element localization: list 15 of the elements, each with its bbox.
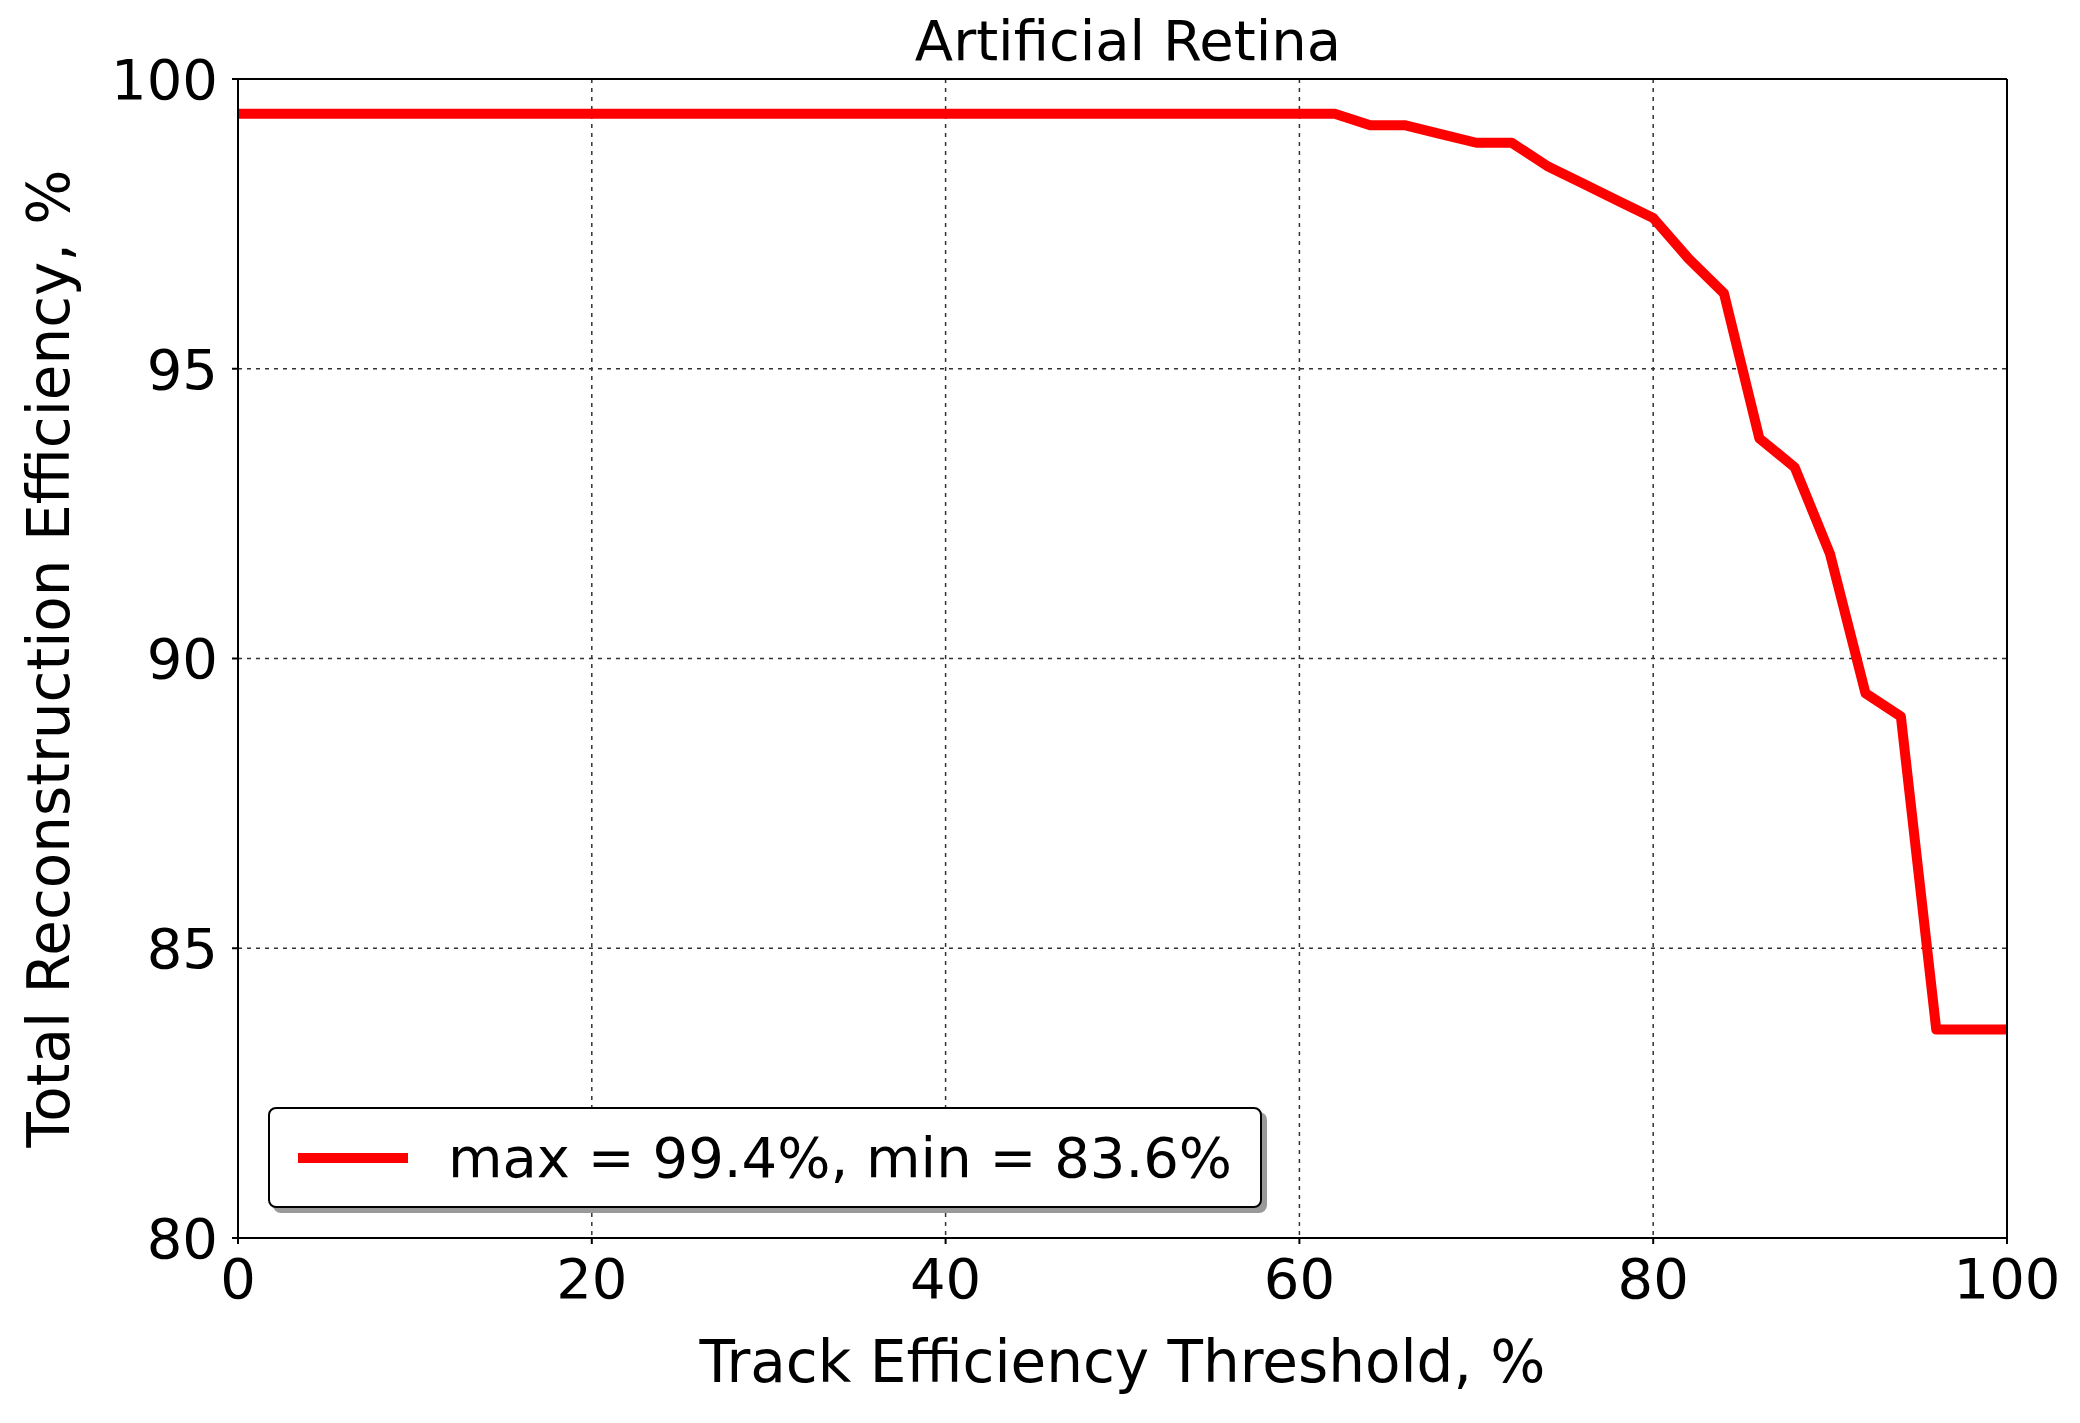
x-tick-label: 40 — [909, 1245, 982, 1311]
y-tick-label: 80 — [146, 1205, 218, 1271]
legend-label: max = 99.4%, min = 83.6% — [448, 1125, 1233, 1190]
y-tick-label: 90 — [146, 626, 218, 692]
x-axis-title: Track Efficiency Threshold, % — [698, 1328, 1546, 1396]
x-tick-label: 100 — [1953, 1245, 2061, 1311]
x-tick-label: 80 — [1617, 1245, 1689, 1311]
y-tick-label: 85 — [146, 916, 218, 982]
y-tick-label: 95 — [146, 336, 218, 402]
x-tick-label: 0 — [220, 1245, 256, 1311]
x-tick-label: 20 — [556, 1245, 628, 1311]
chart-title: Artificial Retina — [914, 8, 1342, 73]
y-axis-title: Total Reconstruction Efficiency, % — [14, 169, 83, 1149]
y-tick-label: 100 — [111, 46, 218, 112]
x-tick-label: 60 — [1263, 1245, 1336, 1311]
